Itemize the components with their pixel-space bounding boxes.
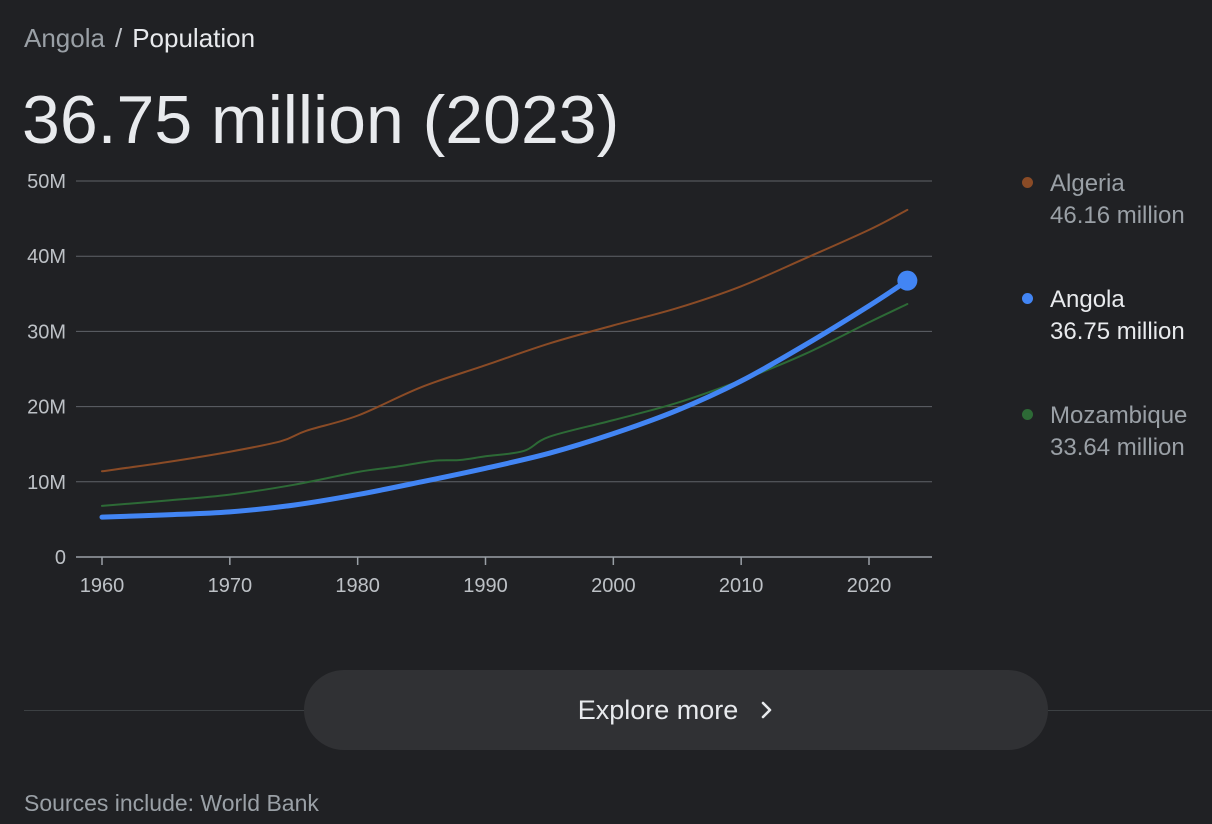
- legend-item-mozambique[interactable]: Mozambique 33.64 million: [1022, 400, 1212, 516]
- sources-note: Sources include: World Bank: [24, 790, 319, 816]
- series-line-angola: [99, 278, 910, 520]
- x-tick-label: 1970: [208, 575, 253, 597]
- legend-name-algeria: Algeria: [1050, 170, 1125, 197]
- series-line-algeria: [101, 208, 909, 473]
- legend-value-angola: 36.75 million: [1050, 318, 1185, 345]
- breadcrumb: Angola / Population: [24, 20, 255, 56]
- chart-legend: Algeria 46.16 million Angola 36.75 milli…: [1022, 168, 1212, 516]
- legend-name-angola: Angola: [1050, 286, 1125, 313]
- x-tick-label: 1980: [335, 575, 380, 597]
- y-tick-label: 0: [55, 547, 66, 569]
- legend-dot-mozambique: [1022, 409, 1033, 420]
- series-line-mozambique: [101, 303, 909, 507]
- x-tick-label: 2010: [719, 575, 764, 597]
- x-tick-label: 1960: [80, 575, 125, 597]
- explore-more-label: Explore more: [577, 694, 739, 725]
- breadcrumb-country-link[interactable]: Angola: [24, 23, 105, 53]
- legend-item-algeria[interactable]: Algeria 46.16 million: [1022, 168, 1212, 284]
- x-tick-label: 1990: [463, 575, 508, 597]
- y-tick-label: 50M: [27, 171, 66, 193]
- y-tick-label: 10M: [27, 472, 66, 494]
- explore-more-button[interactable]: Explore more: [304, 670, 1048, 750]
- legend-value-mozambique: 33.64 million: [1050, 434, 1185, 461]
- y-tick-label: 20M: [27, 397, 66, 419]
- breadcrumb-current: Population: [132, 23, 256, 53]
- legend-name-mozambique: Mozambique: [1050, 402, 1188, 429]
- breadcrumb-separator: /: [114, 23, 123, 53]
- legend-value-algeria: 46.16 million: [1050, 202, 1185, 229]
- legend-item-angola[interactable]: Angola 36.75 million: [1022, 284, 1212, 400]
- population-headline: 36.75 million (2023): [22, 82, 620, 158]
- chevron-right-icon: [761, 701, 772, 719]
- y-tick-label: 40M: [27, 246, 66, 268]
- x-tick-label: 2020: [847, 575, 892, 597]
- highlight-point-angola: [897, 270, 918, 291]
- legend-dot-angola: [1022, 293, 1033, 304]
- population-line-chart[interactable]: 0 10M 20M 30M 40M 50M 1960 1970 1980 1990 2000 2010…: [0, 160, 1000, 610]
- x-tick-label: 2000: [591, 575, 636, 597]
- y-tick-label: 30M: [27, 321, 66, 343]
- legend-dot-algeria: [1022, 177, 1033, 188]
